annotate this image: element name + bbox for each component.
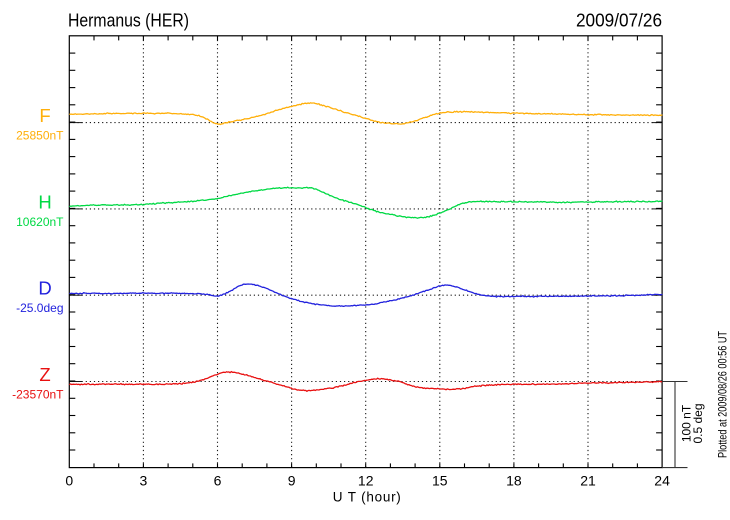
svg-text:15: 15 bbox=[432, 473, 448, 489]
svg-text:25850nT: 25850nT bbox=[16, 129, 64, 143]
svg-text:0.5 deg: 0.5 deg bbox=[691, 403, 705, 443]
svg-text:H: H bbox=[38, 191, 51, 212]
svg-text:12: 12 bbox=[358, 473, 374, 489]
svg-text:100 nT: 100 nT bbox=[680, 404, 694, 442]
svg-text:24: 24 bbox=[654, 473, 670, 489]
svg-text:Hermanus (HER): Hermanus (HER) bbox=[68, 10, 189, 31]
svg-text:F: F bbox=[39, 105, 50, 126]
svg-text:9: 9 bbox=[288, 473, 296, 489]
svg-text:18: 18 bbox=[506, 473, 522, 489]
svg-text:Plotted at 2009/08/26 00:56 UT: Plotted at 2009/08/26 00:56 UT bbox=[716, 330, 730, 458]
svg-text:3: 3 bbox=[140, 473, 148, 489]
svg-text:D: D bbox=[38, 278, 51, 299]
svg-text:21: 21 bbox=[580, 473, 596, 489]
svg-text:2009/07/26: 2009/07/26 bbox=[576, 10, 662, 31]
svg-text:6: 6 bbox=[214, 473, 222, 489]
svg-text:-25.0deg: -25.0deg bbox=[16, 301, 63, 315]
svg-text:Z: Z bbox=[39, 364, 50, 385]
svg-text:U T (hour): U T (hour) bbox=[333, 490, 401, 505]
svg-text:10620nT: 10620nT bbox=[16, 215, 64, 229]
svg-text:0: 0 bbox=[65, 473, 73, 489]
svg-text:-23570nT: -23570nT bbox=[12, 387, 64, 401]
